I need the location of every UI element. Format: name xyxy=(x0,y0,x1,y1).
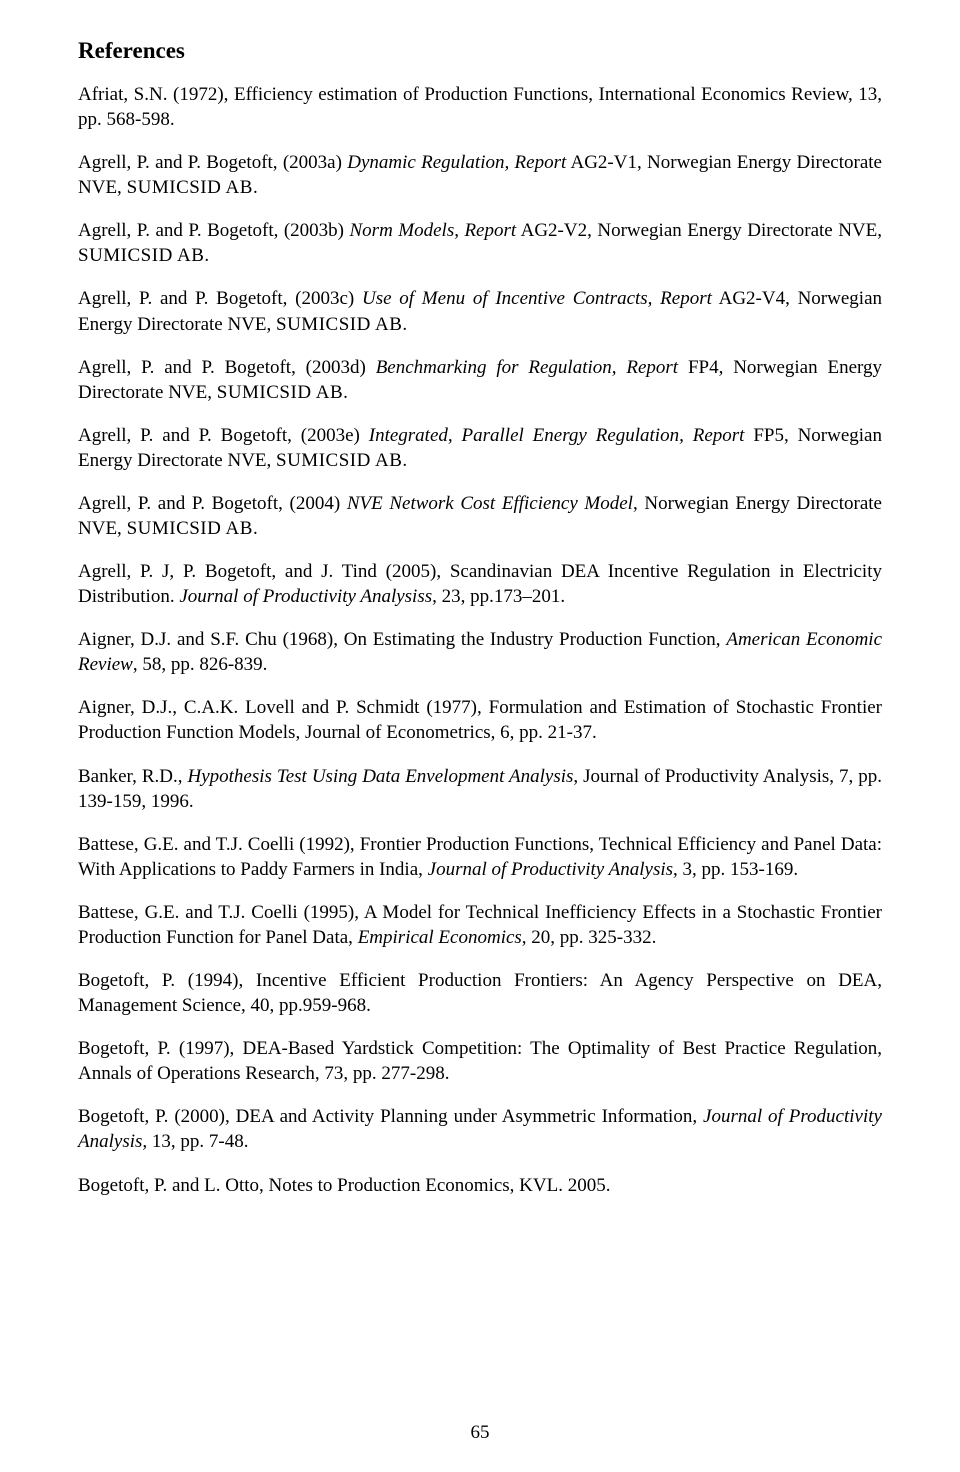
reference-text-part: , 3, pp. 153-169. xyxy=(673,859,798,880)
reference-entry: Afriat, S.N. (1972), Efficiency estimati… xyxy=(78,82,882,132)
reference-text-part: AG2-V2, Norwegian Energy Directorate NVE… xyxy=(516,220,882,241)
reference-text-part: Agrell, P. and P. Bogetoft, (2003d) xyxy=(78,357,376,378)
reference-text-part: . xyxy=(253,518,258,539)
reference-text-part: SUMICSID AB xyxy=(276,450,402,471)
reference-text-part: Agrell, P. and P. Bogetoft, (2003e) xyxy=(78,425,369,446)
reference-text-part: Agrell, P. and P. Bogetoft, (2003b) xyxy=(78,220,350,241)
reference-text-part: , 58, pp. 826-839. xyxy=(133,654,268,675)
reference-text-part: Journal of Productivity Analysiss xyxy=(179,586,432,607)
section-title: References xyxy=(78,38,882,64)
reference-entry: Bogetoft, P. (1997), DEA-Based Yardstick… xyxy=(78,1036,882,1086)
reference-text-part: . xyxy=(343,382,348,403)
reference-text-part: Bogetoft, P. (2000), DEA and Activity Pl… xyxy=(78,1106,703,1127)
reference-entry: Aigner, D.J., C.A.K. Lovell and P. Schmi… xyxy=(78,695,882,745)
reference-text-part: NVE Network Cost Efficiency Model xyxy=(347,493,633,514)
reference-entry: Battese, G.E. and T.J. Coelli (1992), Fr… xyxy=(78,832,882,882)
reference-text-part: SUMICSID AB xyxy=(217,382,343,403)
reference-text-part: Bogetoft, P. and L. Otto, Notes to Produ… xyxy=(78,1175,610,1196)
reference-entry: Agrell, P. and P. Bogetoft, (2003e) Inte… xyxy=(78,423,882,473)
page-container: References Afriat, S.N. (1972), Efficien… xyxy=(0,0,960,1472)
reference-entry: Banker, R.D., Hypothesis Test Using Data… xyxy=(78,764,882,814)
reference-text-part: Benchmarking for Regulation, Report xyxy=(376,357,678,378)
reference-text-part: SUMICSID AB xyxy=(78,245,204,266)
reference-text-part: Integrated, Parallel Energy Regulation, … xyxy=(369,425,745,446)
reference-text-part: Use of Menu of Incentive Contracts, Repo… xyxy=(362,288,712,309)
reference-text-part: Aigner, D.J., C.A.K. Lovell and P. Schmi… xyxy=(78,697,882,743)
reference-entry: Bogetoft, P. and L. Otto, Notes to Produ… xyxy=(78,1173,882,1198)
reference-text-part: Journal of Productivity Analysis xyxy=(428,859,673,880)
reference-text-part: Norm Models, Report xyxy=(350,220,517,241)
reference-text-part: Empirical Economics xyxy=(358,927,522,948)
reference-text-part: . xyxy=(204,245,209,266)
reference-text-part: 13, pp. 7-48. xyxy=(147,1131,248,1152)
reference-text-part: . xyxy=(253,177,258,198)
reference-entry: Agrell, P. and P. Bogetoft, (2003d) Benc… xyxy=(78,355,882,405)
reference-text-part: , 23, pp.173–201. xyxy=(432,586,565,607)
reference-entry: Battese, G.E. and T.J. Coelli (1995), A … xyxy=(78,900,882,950)
reference-text-part: SUMICSID AB xyxy=(127,177,253,198)
reference-entry: Bogetoft, P. (1994), Incentive Efficient… xyxy=(78,968,882,1018)
reference-text-part: Agrell, P. and P. Bogetoft, (2004) xyxy=(78,493,347,514)
reference-text-part: Bogetoft, P. (1997), DEA-Based Yardstick… xyxy=(78,1038,882,1084)
reference-entry: Agrell, P. and P. Bogetoft, (2003c) Use … xyxy=(78,286,882,336)
reference-text-part: . xyxy=(402,450,407,471)
reference-entry: Agrell, P. J, P. Bogetoft, and J. Tind (… xyxy=(78,559,882,609)
references-list: Afriat, S.N. (1972), Efficiency estimati… xyxy=(78,82,882,1198)
reference-entry: Aigner, D.J. and S.F. Chu (1968), On Est… xyxy=(78,627,882,677)
reference-entry: Agrell, P. and P. Bogetoft, (2003a) Dyna… xyxy=(78,150,882,200)
reference-text-part: , 20, pp. 325-332. xyxy=(522,927,657,948)
reference-entry: Agrell, P. and P. Bogetoft, (2004) NVE N… xyxy=(78,491,882,541)
reference-text-part: Agrell, P. and P. Bogetoft, (2003c) xyxy=(78,288,362,309)
reference-text-part: Aigner, D.J. and S.F. Chu (1968), On Est… xyxy=(78,629,726,650)
reference-text-part: SUMICSID AB xyxy=(127,518,253,539)
reference-text-part: Agrell, P. and P. Bogetoft, (2003a) xyxy=(78,152,347,173)
reference-text-part: Bogetoft, P. (1994), Incentive Efficient… xyxy=(78,970,882,1016)
reference-entry: Agrell, P. and P. Bogetoft, (2003b) Norm… xyxy=(78,218,882,268)
reference-text-part: Hypothesis Test Using Data Envelopment A… xyxy=(187,766,573,787)
reference-text-part: . xyxy=(402,314,407,335)
reference-text-part: SUMICSID AB xyxy=(276,314,402,335)
page-number: 65 xyxy=(0,1422,960,1444)
reference-text-part: Afriat, S.N. (1972), Efficiency estimati… xyxy=(78,84,882,130)
reference-entry: Bogetoft, P. (2000), DEA and Activity Pl… xyxy=(78,1104,882,1154)
reference-text-part: Dynamic Regulation, Report xyxy=(347,152,566,173)
reference-text-part: Banker, R.D., xyxy=(78,766,187,787)
